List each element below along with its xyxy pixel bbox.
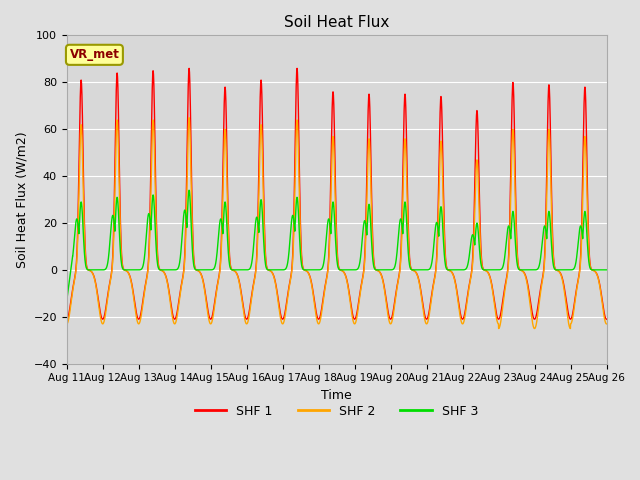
SHF 3 [602, 267, 610, 273]
Line: SHF 1: SHF 1 [67, 68, 607, 319]
SHF 3 [603, 267, 611, 273]
Title: Soil Heat Flux: Soil Heat Flux [284, 15, 389, 30]
SHF 3 [63, 298, 70, 303]
SHF 1 [428, 291, 436, 297]
SHF 1 [488, 284, 496, 290]
Line: SHF 2: SHF 2 [67, 118, 607, 328]
SHF 2 [185, 115, 193, 120]
SHF 2 [531, 325, 538, 331]
SHF 3 [428, 261, 435, 266]
SHF 2 [488, 285, 496, 291]
SHF 1 [317, 312, 324, 318]
SHF 3 [488, 267, 496, 273]
SHF 1 [602, 316, 610, 322]
Line: SHF 3: SHF 3 [67, 190, 607, 300]
X-axis label: Time: Time [321, 389, 352, 402]
SHF 2 [458, 320, 465, 325]
Y-axis label: Soil Heat Flux (W/m2): Soil Heat Flux (W/m2) [15, 131, 28, 268]
Legend: SHF 1, SHF 2, SHF 3: SHF 1, SHF 2, SHF 3 [190, 400, 483, 423]
SHF 3 [185, 187, 193, 193]
SHF 3 [458, 267, 465, 273]
SHF 2 [317, 317, 324, 323]
SHF 1 [99, 316, 106, 322]
SHF 2 [602, 321, 610, 326]
SHF 1 [185, 65, 193, 71]
Text: VR_met: VR_met [70, 48, 119, 61]
SHF 2 [63, 321, 70, 327]
SHF 1 [160, 269, 168, 275]
SHF 2 [603, 321, 611, 327]
SHF 2 [160, 269, 168, 275]
SHF 2 [428, 295, 435, 300]
SHF 3 [317, 267, 324, 273]
SHF 3 [160, 267, 168, 273]
SHF 1 [603, 316, 611, 322]
SHF 1 [63, 316, 70, 322]
SHF 1 [458, 315, 465, 321]
